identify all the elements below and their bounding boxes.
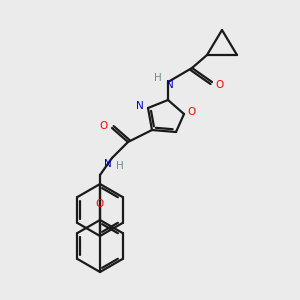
Text: N: N	[104, 159, 112, 169]
Text: O: O	[100, 121, 108, 131]
Text: N: N	[136, 101, 144, 111]
Text: H: H	[116, 161, 124, 171]
Text: O: O	[188, 107, 196, 117]
Text: N: N	[166, 80, 174, 90]
Text: O: O	[216, 80, 224, 90]
Text: O: O	[96, 199, 104, 209]
Text: H: H	[154, 73, 162, 83]
